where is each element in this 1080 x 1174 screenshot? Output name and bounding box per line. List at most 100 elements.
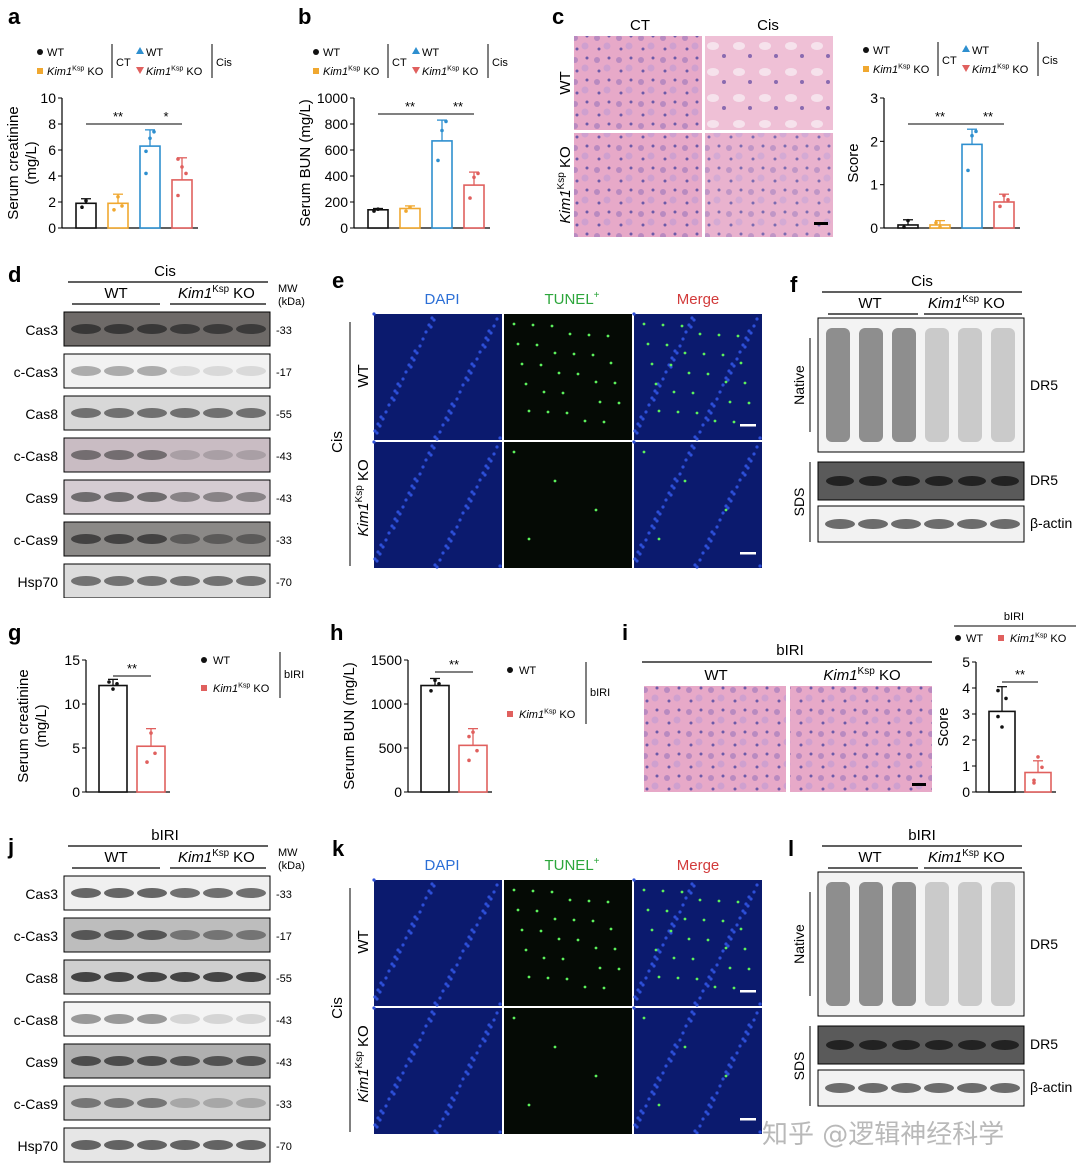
blot-band bbox=[104, 366, 134, 376]
blot-band bbox=[236, 1056, 266, 1066]
blot-row-label: Hsp70 bbox=[18, 574, 59, 590]
row-wt: WT bbox=[355, 364, 372, 387]
blot-band bbox=[203, 930, 233, 940]
chart-g-serum-creatinine: WT Kim1Ksp KO bIRI 0 5 10 15 Serum creatinine (m… bbox=[15, 652, 304, 800]
bar bbox=[107, 202, 129, 229]
mw-marker: -33 bbox=[276, 325, 292, 337]
y-tick-label: 400 bbox=[325, 168, 349, 184]
blot-band bbox=[137, 492, 167, 502]
smear-band bbox=[991, 328, 1015, 442]
blot-band bbox=[71, 930, 101, 940]
native-blot bbox=[817, 871, 1025, 1017]
scale-bar bbox=[740, 990, 756, 993]
blot-band bbox=[71, 534, 101, 544]
blot-band bbox=[71, 492, 101, 502]
smear-band bbox=[991, 882, 1015, 1006]
bar bbox=[171, 179, 193, 229]
blot-band bbox=[104, 450, 134, 460]
blot-band bbox=[236, 450, 266, 460]
bar bbox=[420, 684, 450, 793]
data-point bbox=[970, 133, 974, 138]
y-tick-label: 2 bbox=[962, 732, 970, 748]
y-tick-label: 200 bbox=[325, 194, 349, 210]
legend: WT Kim1Ksp KO CT WT Kim1Ksp KO Cis bbox=[863, 42, 1058, 76]
data-point bbox=[998, 204, 1002, 209]
y-tick-label: 0 bbox=[340, 220, 348, 236]
significance-marker: ** bbox=[935, 109, 945, 124]
data-point bbox=[467, 758, 471, 763]
blot-band bbox=[71, 1056, 101, 1066]
side-label: Cis bbox=[329, 431, 346, 453]
mw-marker: -43 bbox=[276, 451, 292, 463]
chart-a-serum-creatinine: WT Kim1Ksp KO CT WT Kim1Ksp KO Cis 0 2 4 6 8 10 Seru… bbox=[5, 44, 232, 236]
he-image-ko-cis bbox=[705, 133, 833, 237]
data-point bbox=[996, 688, 1000, 693]
blot-band bbox=[826, 476, 854, 486]
i-title: bIRI bbox=[776, 642, 804, 659]
blot-title: bIRI bbox=[908, 827, 936, 844]
y-tick-label: 3 bbox=[962, 706, 970, 722]
data-point bbox=[1004, 696, 1008, 701]
y-tick-label: 15 bbox=[64, 652, 80, 668]
blot-strip bbox=[63, 1001, 271, 1037]
image-dapi-ko bbox=[374, 442, 502, 568]
blot-band bbox=[104, 576, 134, 586]
legend-wt-cis: WT bbox=[146, 47, 163, 59]
blot-band bbox=[203, 888, 233, 898]
legend: WT Kim1Ksp KO bIRI bbox=[507, 662, 610, 724]
blot-row-label: Cas3 bbox=[25, 322, 58, 338]
y-tick-label: 4 bbox=[48, 168, 56, 184]
group-wt: WT bbox=[858, 849, 881, 866]
y-tick-label: 5 bbox=[962, 654, 970, 670]
y-axis-label: Serum BUN (mg/L) bbox=[341, 662, 358, 790]
data-point bbox=[1000, 725, 1004, 729]
blot-band bbox=[104, 972, 134, 982]
y-tick-label: 0 bbox=[48, 220, 56, 236]
data-point bbox=[145, 760, 149, 764]
chart-b-serum-bun: WT Kim1Ksp KO CT WT Kim1Ksp KO Cis 0 200 400 600 8… bbox=[297, 44, 508, 236]
legend-marker-ko bbox=[998, 635, 1004, 641]
data-point bbox=[120, 204, 124, 208]
blot-band bbox=[990, 1083, 1020, 1093]
scale-bar bbox=[740, 1118, 756, 1121]
blot-band bbox=[991, 476, 1019, 486]
blot-title: Cis bbox=[911, 273, 933, 290]
blot-band bbox=[104, 1140, 134, 1150]
blot-band bbox=[137, 534, 167, 544]
blot-title: Cis bbox=[154, 263, 176, 280]
data-point bbox=[468, 196, 472, 200]
group-wt: WT bbox=[104, 849, 127, 866]
legend-marker-ko-cis bbox=[136, 67, 144, 74]
legend-marker-wt-cis bbox=[412, 47, 420, 54]
blot-band bbox=[170, 408, 200, 418]
blot-band bbox=[203, 1056, 233, 1066]
panel-label-c: c bbox=[552, 4, 565, 29]
mw-marker: -55 bbox=[276, 409, 292, 421]
blot-band bbox=[137, 1056, 167, 1066]
blot-band bbox=[170, 1056, 200, 1066]
western-blot-d: Cis WT Kim1Ksp KO MW(kDa) Cas3 -33 c-Cas3 -17 Ca… bbox=[14, 263, 305, 598]
y-tick-label: 0 bbox=[394, 784, 402, 800]
y-tick-label: 2 bbox=[870, 133, 878, 149]
data-point bbox=[467, 734, 471, 739]
panel-label-f: f bbox=[790, 272, 798, 297]
significance-marker: ** bbox=[449, 657, 459, 672]
legend-marker-wt-cis bbox=[962, 45, 970, 52]
legend-marker-wt bbox=[507, 667, 513, 673]
bar bbox=[367, 209, 389, 229]
blot-band bbox=[137, 450, 167, 460]
panel-label-a: a bbox=[8, 4, 21, 29]
blot-band bbox=[925, 1040, 953, 1050]
smear-band bbox=[892, 882, 916, 1006]
significance-marker: ** bbox=[405, 99, 415, 114]
label-sds: SDS bbox=[791, 488, 807, 517]
dr5-blot-l: bIRI WT Kim1Ksp KO Native DR5 DR5 β-actin SDS bbox=[791, 827, 1072, 1107]
panel-label-i: i bbox=[622, 620, 629, 645]
blot-row-label: c-Cas9 bbox=[14, 1096, 59, 1112]
legend-marker-ko-ct bbox=[37, 68, 43, 74]
mw-marker: -43 bbox=[276, 493, 292, 505]
bar bbox=[431, 140, 453, 229]
blot-band bbox=[825, 519, 855, 529]
legend: WT Kim1Ksp KO bIRI bbox=[201, 652, 304, 698]
y-tick-label: 8 bbox=[48, 116, 56, 132]
